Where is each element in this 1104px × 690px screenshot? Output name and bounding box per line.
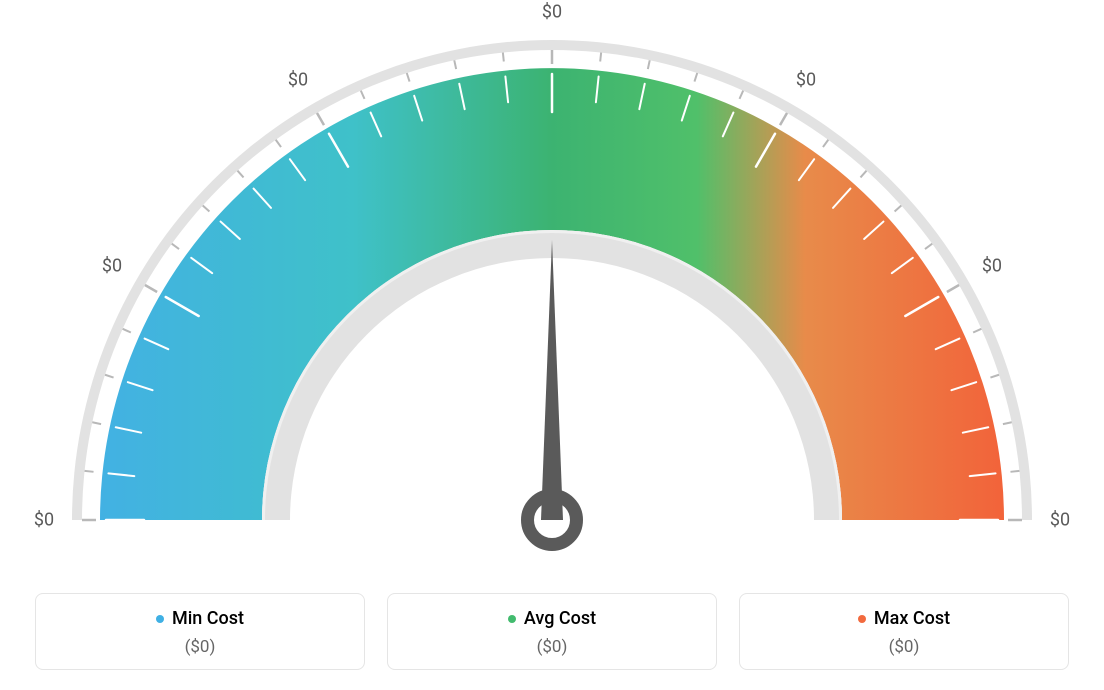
legend-label-avg: Avg Cost — [524, 608, 596, 629]
legend-card-max: Max Cost ($0) — [739, 593, 1069, 671]
legend-value-avg: ($0) — [398, 637, 706, 657]
gauge-tick-label: $0 — [796, 70, 816, 91]
gauge-tick-label: $0 — [102, 256, 122, 277]
gauge-tick-label: $0 — [288, 70, 308, 91]
legend-label-max: Max Cost — [874, 608, 950, 629]
gauge-tick-label: $0 — [34, 510, 54, 531]
legend-label-min: Min Cost — [172, 608, 244, 629]
gauge-tick-label: $0 — [982, 256, 1002, 277]
legend-title-max: Max Cost — [858, 608, 950, 629]
legend-dot-avg — [508, 615, 516, 623]
gauge-chart: $0 $0 $0 $0 $0 $0 $0 — [0, 0, 1104, 560]
legend-title-min: Min Cost — [156, 608, 244, 629]
legend-card-avg: Avg Cost ($0) — [387, 593, 717, 671]
legend-dot-max — [858, 615, 866, 623]
legend-card-min: Min Cost ($0) — [35, 593, 365, 671]
legend-dot-min — [156, 615, 164, 623]
gauge-tick-label: $0 — [1050, 510, 1070, 531]
legend-value-max: ($0) — [750, 637, 1058, 657]
legend-title-avg: Avg Cost — [508, 608, 596, 629]
gauge-svg — [0, 0, 1104, 560]
legend-row: Min Cost ($0) Avg Cost ($0) Max Cost ($0… — [32, 593, 1072, 671]
gauge-tick-label: $0 — [542, 2, 562, 23]
legend-value-min: ($0) — [46, 637, 354, 657]
